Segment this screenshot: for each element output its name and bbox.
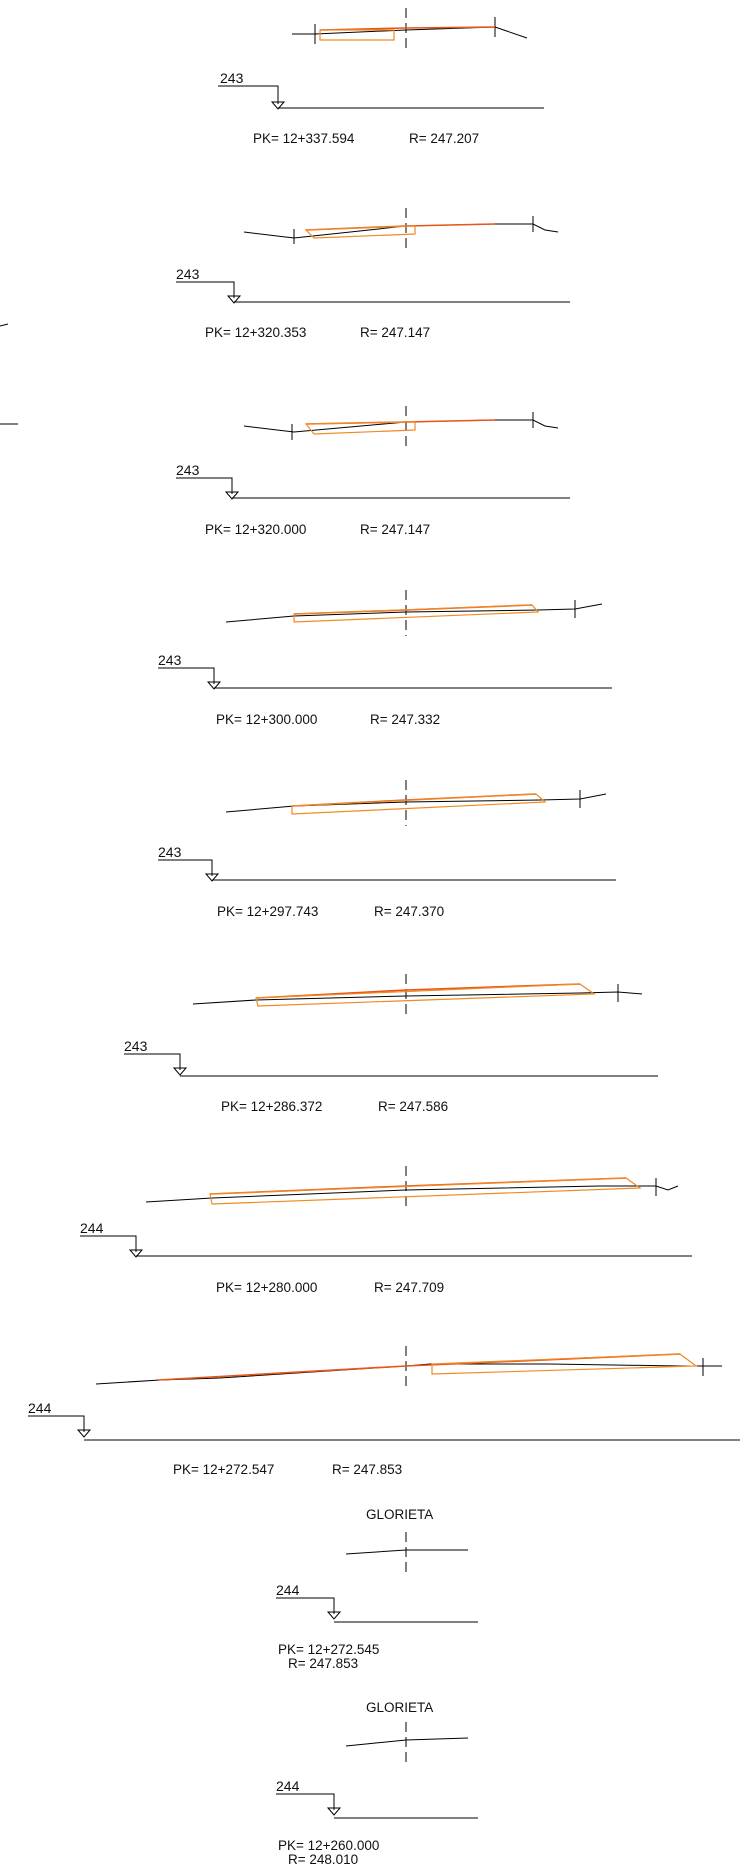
elevation-r: R= 247.709 bbox=[374, 1280, 444, 1295]
elevation-r: R= 247.147 bbox=[360, 522, 430, 537]
pavement-box bbox=[319, 29, 395, 41]
datum-mark bbox=[276, 1597, 335, 1614]
section-7: 244 PK= 12+280.000 R= 247.709 bbox=[80, 1166, 692, 1295]
station-pk: PK= 12+297.743 bbox=[217, 904, 318, 919]
terrain-profile bbox=[345, 1737, 469, 1747]
section-2: 243 PK= 12+320.353 R= 247.147 bbox=[176, 208, 570, 340]
datum-mark bbox=[218, 85, 279, 104]
pavement-box bbox=[304, 225, 416, 239]
terrain-profile bbox=[145, 1185, 679, 1203]
datum-mark bbox=[158, 859, 213, 876]
elevation-r: R= 247.147 bbox=[360, 325, 430, 340]
section-5: 243 PK= 12+297.743 R= 247.370 bbox=[158, 780, 616, 919]
datum-mark bbox=[80, 1235, 137, 1252]
datum-mark bbox=[176, 281, 235, 298]
datum-mark bbox=[124, 1053, 181, 1070]
section-8: 244 PK= 12+272.547 R= 247.853 bbox=[28, 1346, 740, 1477]
datum-reference: 243 bbox=[176, 462, 200, 478]
pavement-box bbox=[293, 604, 540, 623]
edge-mark bbox=[0, 323, 9, 327]
elevation-r: R= 247.207 bbox=[409, 131, 479, 146]
datum-reference: 244 bbox=[276, 1778, 300, 1794]
section-10: GLORIETA 244 PK= 12+260.000 R= 248.010 bbox=[276, 1700, 478, 1867]
pavement-box bbox=[255, 983, 596, 1007]
datum-reference: 243 bbox=[158, 652, 182, 668]
pavement-box bbox=[304, 421, 416, 435]
pavement-box bbox=[291, 793, 547, 815]
terrain-profile bbox=[345, 1549, 468, 1555]
section-title: GLORIETA bbox=[366, 1507, 433, 1522]
pavement-top bbox=[157, 1353, 681, 1381]
pavement-box bbox=[209, 1177, 642, 1205]
station-pk: PK= 12+320.000 bbox=[205, 522, 306, 537]
elevation-r: R= 247.586 bbox=[378, 1099, 448, 1114]
elevation-r: R= 247.332 bbox=[370, 712, 440, 727]
elevation-r: R= 247.853 bbox=[332, 1462, 402, 1477]
pavement-top bbox=[319, 26, 496, 31]
station-pk: PK= 12+286.372 bbox=[221, 1099, 322, 1114]
datum-mark bbox=[28, 1415, 85, 1432]
station-pk: PK= 12+272.547 bbox=[173, 1462, 274, 1477]
section-6: 243 PK= 12+286.372 R= 247.586 bbox=[124, 974, 658, 1114]
datum-reference: 244 bbox=[80, 1220, 104, 1236]
station-pk: PK= 12+337.594 bbox=[253, 131, 355, 146]
terrain-profile bbox=[192, 991, 643, 1005]
datum-reference: 243 bbox=[124, 1038, 148, 1054]
pavement-box bbox=[431, 1353, 698, 1375]
datum-mark bbox=[158, 667, 215, 684]
elevation-r: R= 247.370 bbox=[374, 904, 444, 919]
elevation-r: R= 248.010 bbox=[288, 1852, 358, 1867]
datum-mark bbox=[276, 1793, 335, 1810]
section-title: GLORIETA bbox=[366, 1700, 433, 1715]
terrain-profile bbox=[95, 1363, 722, 1385]
section-3: 243 PK= 12+320.000 R= 247.147 bbox=[176, 406, 570, 537]
section-9: GLORIETA 244 PK= 12+272.545 R= 247.853 bbox=[276, 1507, 478, 1671]
terrain-profile bbox=[292, 26, 528, 39]
station-pk: PK= 12+272.545 bbox=[278, 1642, 379, 1657]
datum-reference: 243 bbox=[220, 70, 244, 86]
datum-reference: 243 bbox=[176, 266, 200, 282]
terrain-profile bbox=[225, 793, 607, 813]
elevation-r: R= 247.853 bbox=[288, 1656, 358, 1671]
section-1: 243 PK= 12+337.594 R= 247.207 bbox=[218, 8, 544, 146]
datum-mark bbox=[176, 477, 233, 494]
station-pk: PK= 12+300.000 bbox=[216, 712, 317, 727]
datum-reference: 243 bbox=[158, 844, 182, 860]
terrain-profile bbox=[225, 603, 603, 623]
datum-reference: 244 bbox=[276, 1582, 300, 1598]
section-4: 243 PK= 12+300.000 R= 247.332 bbox=[158, 590, 612, 727]
station-pk: PK= 12+260.000 bbox=[278, 1838, 379, 1853]
station-pk: PK= 12+280.000 bbox=[216, 1280, 317, 1295]
datum-reference: 244 bbox=[28, 1400, 52, 1416]
station-pk: PK= 12+320.353 bbox=[205, 325, 306, 340]
